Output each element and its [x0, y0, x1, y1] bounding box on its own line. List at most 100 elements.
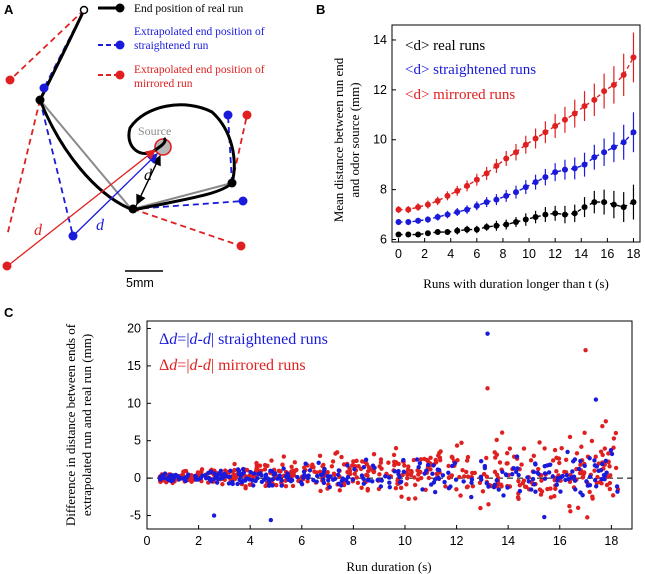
c-point-straight	[345, 463, 350, 468]
c-point-straight	[281, 466, 286, 471]
c-point-mirror	[355, 480, 361, 485]
c-point-straight	[166, 478, 172, 483]
legend-straight-text2: straightened run	[134, 40, 209, 52]
c-xtick-label: 6	[298, 534, 305, 548]
c-point-mirror	[341, 462, 347, 467]
c-point-straight	[608, 447, 614, 453]
c-point-straight	[602, 477, 607, 482]
c-ytick-label: 5	[134, 434, 141, 448]
c-point-mirror	[305, 479, 310, 484]
panel-c-label: C	[4, 305, 14, 320]
c-point-straight	[401, 457, 406, 463]
c-point-straight	[158, 476, 163, 482]
c-point-mirror	[378, 457, 384, 462]
c-point-straight	[336, 468, 342, 473]
c-point-straight	[285, 471, 290, 476]
mirror-end-4	[242, 110, 252, 120]
panel-b-legend: <d> real runs <d> straightened runs <d> …	[405, 38, 536, 103]
blue-dash-2	[39, 99, 74, 237]
c-point-straight	[298, 480, 304, 485]
c-point-mirror	[516, 478, 521, 484]
c-point-mirror	[537, 487, 543, 492]
c-point-mirror	[517, 483, 522, 488]
c-point-mirror	[345, 470, 351, 475]
c-point-mirror	[446, 463, 451, 469]
legend-c-straight-d1: d	[169, 331, 178, 348]
c-point-straight	[517, 488, 523, 494]
b-point-real	[454, 227, 461, 234]
track-start	[79, 5, 89, 15]
panel-a-label: A	[4, 2, 14, 17]
c-point-straight	[563, 477, 568, 483]
c-point-straight	[486, 484, 491, 489]
c-point-straight	[270, 483, 275, 488]
c-point-mirror	[263, 483, 268, 489]
c-point-straight	[332, 476, 338, 482]
c-point-straight	[592, 463, 598, 468]
c-point-mirror	[454, 443, 460, 448]
c-point-outlier-mirror	[485, 386, 490, 391]
c-point-mirror	[393, 446, 399, 451]
b-point-real	[581, 204, 588, 211]
b-point-real	[473, 226, 480, 233]
c-point-straight	[193, 473, 198, 479]
c-point-straight	[554, 482, 559, 488]
c-point-mirror	[589, 438, 595, 444]
legend-c-mirror: Δd=|d-d| mirrored runs	[159, 357, 306, 374]
c-point-straight	[311, 477, 316, 483]
c-point-straight	[259, 472, 264, 478]
c-xtick-label: 16	[553, 534, 567, 548]
c-point-straight	[491, 484, 497, 490]
c-point-mirror	[350, 463, 355, 468]
c-point-straight	[352, 466, 357, 472]
c-xtick-label: 10	[398, 534, 412, 548]
c-point-straight	[571, 474, 577, 479]
b-point-real	[415, 231, 422, 238]
b-point-real	[620, 204, 627, 211]
c-point-outlier-straight	[268, 517, 274, 523]
c-point-mirror	[330, 459, 336, 464]
c-point-mirror	[428, 455, 433, 461]
c-point-straight	[446, 470, 451, 475]
c-point-mirror	[426, 475, 432, 481]
c-ytick-label: 10	[127, 396, 141, 410]
c-point-straight	[235, 481, 240, 487]
b-point-real	[405, 231, 412, 238]
legend-c-mirror-d1: d	[169, 357, 178, 374]
c-point-mirror	[360, 459, 365, 464]
red-dash-1	[9, 9, 85, 81]
c-point-straight	[379, 478, 384, 483]
c-point-straight	[327, 484, 332, 490]
b-point-real	[542, 211, 549, 218]
c-point-straight	[614, 484, 620, 489]
c-point-mirror	[470, 484, 476, 489]
c-point-straight	[584, 479, 589, 484]
chord-2	[39, 99, 133, 211]
c-point-straight	[370, 479, 375, 484]
c-point-mirror	[602, 446, 608, 451]
legend-c-straight-d3: d	[203, 331, 212, 348]
c-point-straight	[387, 484, 392, 490]
b-point-real	[552, 210, 559, 217]
straight-end-4	[223, 110, 233, 120]
panel-b-ylabel-2: and odor source (mm)	[347, 82, 362, 197]
c-point-mirror	[366, 464, 372, 470]
c-point-mirror	[422, 456, 427, 462]
c-point-straight	[251, 483, 256, 488]
c-point-mirror	[595, 474, 600, 480]
c-point-mirror	[280, 462, 285, 467]
c-point-straight	[228, 468, 233, 474]
panel-a: A End position of real run Extrapolated …	[2, 2, 265, 290]
c-point-mirror	[352, 471, 357, 477]
c-point-straight	[208, 469, 214, 474]
c-point-mirror	[365, 473, 370, 478]
c-point-straight	[436, 467, 442, 473]
legend-mirror-text2: mirrored run	[134, 78, 193, 90]
c-point-mirror	[548, 495, 554, 500]
c-point-mirror	[574, 451, 580, 456]
legend-b-straight: <d> straightened runs	[405, 62, 536, 78]
c-point-straight	[359, 473, 365, 478]
arrow-d-red	[9, 149, 157, 265]
b-point-real	[561, 211, 568, 218]
c-point-straight	[378, 484, 384, 489]
